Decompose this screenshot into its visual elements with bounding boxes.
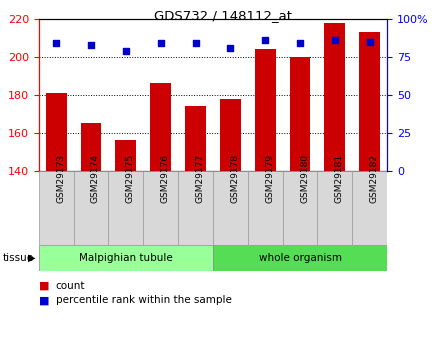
Text: count: count [56,281,85,290]
Bar [81,124,101,171]
FancyBboxPatch shape [178,171,213,245]
FancyBboxPatch shape [39,245,213,271]
Bar [46,93,67,171]
Text: GSM29178: GSM29178 [231,154,239,203]
Point [296,40,303,46]
FancyBboxPatch shape [109,171,143,245]
FancyBboxPatch shape [352,171,387,245]
Text: whole organism: whole organism [259,253,342,263]
Text: GSM29179: GSM29179 [265,154,274,203]
Bar [185,106,206,171]
FancyBboxPatch shape [317,171,352,245]
Text: GSM29181: GSM29181 [335,154,344,203]
Point [157,40,164,46]
FancyBboxPatch shape [73,171,109,245]
Text: ▶: ▶ [28,253,35,263]
Text: GDS732 / 148112_at: GDS732 / 148112_at [154,9,291,22]
Point [227,45,234,51]
Point [122,48,129,53]
Text: GSM29176: GSM29176 [161,154,170,203]
Text: GSM29173: GSM29173 [56,154,65,203]
Text: GSM29182: GSM29182 [370,154,379,203]
Point [87,42,94,48]
Text: GSM29175: GSM29175 [126,154,135,203]
FancyBboxPatch shape [213,245,387,271]
Bar [290,57,311,171]
Bar [359,32,380,171]
Bar [255,49,275,171]
Text: GSM29177: GSM29177 [195,154,205,203]
Bar [115,140,136,171]
Text: GSM29174: GSM29174 [91,154,100,203]
Point [192,40,199,46]
Text: percentile rank within the sample: percentile rank within the sample [56,295,231,305]
Text: ■: ■ [39,295,49,305]
FancyBboxPatch shape [39,171,73,245]
FancyBboxPatch shape [283,171,317,245]
Text: Malpighian tubule: Malpighian tubule [79,253,173,263]
Bar [220,99,241,171]
Point [366,39,373,45]
Point [262,38,269,43]
Point [332,38,339,43]
Bar [324,23,345,171]
FancyBboxPatch shape [143,171,178,245]
FancyBboxPatch shape [248,171,283,245]
Text: ■: ■ [39,281,49,290]
Text: tissue: tissue [2,253,33,263]
Point [53,40,60,46]
FancyBboxPatch shape [213,171,248,245]
Text: GSM29180: GSM29180 [300,154,309,203]
Bar [150,83,171,171]
